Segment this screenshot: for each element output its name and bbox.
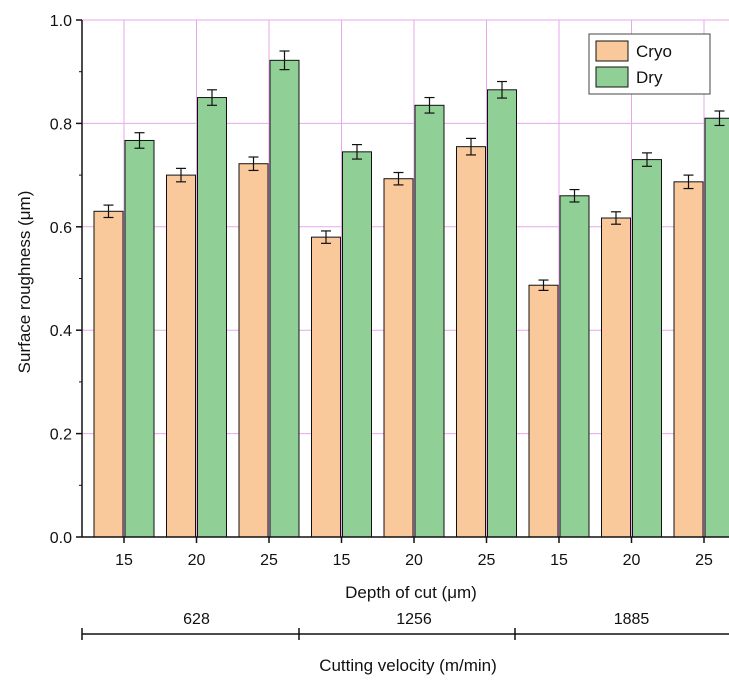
error-bar-cryo-5 (466, 137, 476, 156)
error-bar-dry-0 (134, 132, 145, 149)
bar-dry-7 (632, 159, 662, 538)
y-tick-label: 0.4 (50, 323, 72, 340)
error-bar-cryo-4 (393, 171, 404, 186)
bar-cryo-3 (311, 236, 341, 538)
error-bars (103, 50, 725, 291)
bar-cryo-8 (673, 181, 704, 538)
bar-dry-3 (342, 151, 372, 538)
legend: Cryo Dry (588, 33, 711, 95)
legend-label-dry: Dry (636, 68, 663, 87)
error-bar-dry-4 (424, 96, 435, 114)
legend-swatch-dry (595, 66, 629, 88)
y-tick-label: 0.2 (50, 427, 72, 444)
x-tick-label: 15 (333, 552, 351, 569)
cutting-velocity-axis: 628 1256 1885 (81, 611, 729, 640)
error-bar-dry-2 (279, 50, 290, 71)
error-bar-dry-3 (352, 143, 362, 160)
bar-cryo-0 (93, 210, 124, 538)
y-tick-label: 1.0 (50, 13, 72, 30)
y-tick-label: 0.8 (50, 116, 72, 133)
error-bar-cryo-7 (611, 211, 621, 225)
bar-dry-0 (124, 139, 155, 538)
error-bar-dry-7 (642, 152, 652, 167)
error-bar-dry-8 (714, 110, 725, 127)
error-bar-dry-1 (207, 89, 217, 106)
bar-cryo-1 (166, 174, 196, 538)
bar-dry-6 (559, 195, 590, 538)
y-tick-labels: 0.0 0.2 0.4 0.6 0.8 1.0 (50, 13, 72, 547)
bar-dry-8 (704, 117, 729, 538)
error-bar-cryo-0 (103, 204, 114, 219)
x-tick-label: 25 (695, 552, 713, 569)
x-axis-label: Depth of cut (μm) (345, 583, 477, 602)
group-axis-label: Cutting velocity (m/min) (319, 656, 497, 675)
error-bar-cryo-3 (321, 230, 331, 244)
bar-cryo-7 (601, 217, 631, 538)
bar-dry-1 (197, 97, 227, 538)
bar-dry-2 (269, 59, 300, 538)
y-axis-label: Surface roughness (μm) (15, 191, 34, 374)
grid-lines (82, 19, 729, 537)
error-bar-cryo-8 (683, 174, 694, 190)
bar-dry-4 (414, 104, 445, 538)
group-label: 1885 (614, 611, 650, 628)
x-tick-label: 25 (260, 552, 278, 569)
x-tick-label: 20 (405, 552, 423, 569)
legend-swatch-cryo (595, 40, 629, 62)
x-tick-label: 20 (623, 552, 641, 569)
bar-cryo-5 (456, 146, 486, 538)
error-bar-dry-6 (569, 188, 580, 203)
error-bar-cryo-2 (248, 156, 259, 172)
bars (93, 59, 729, 538)
axes (76, 19, 729, 543)
x-tick-labels: 15 20 25 15 20 25 15 20 25 (115, 552, 713, 569)
group-label: 1256 (396, 611, 432, 628)
x-tick-label: 20 (188, 552, 206, 569)
y-tick-label: 0.0 (50, 530, 72, 547)
bar-dry-5 (487, 89, 517, 538)
error-bar-dry-5 (497, 80, 507, 99)
bar-cryo-2 (238, 163, 269, 538)
group-label: 628 (183, 611, 210, 628)
x-tick-label: 25 (478, 552, 496, 569)
error-bar-cryo-6 (538, 279, 549, 291)
x-tick-label: 15 (115, 552, 133, 569)
error-bar-cryo-1 (176, 167, 186, 183)
x-tick-label: 15 (550, 552, 568, 569)
bar-cryo-6 (528, 284, 559, 538)
bar-cryo-4 (383, 178, 414, 538)
legend-label-cryo: Cryo (636, 42, 672, 61)
y-tick-label: 0.6 (50, 220, 72, 237)
